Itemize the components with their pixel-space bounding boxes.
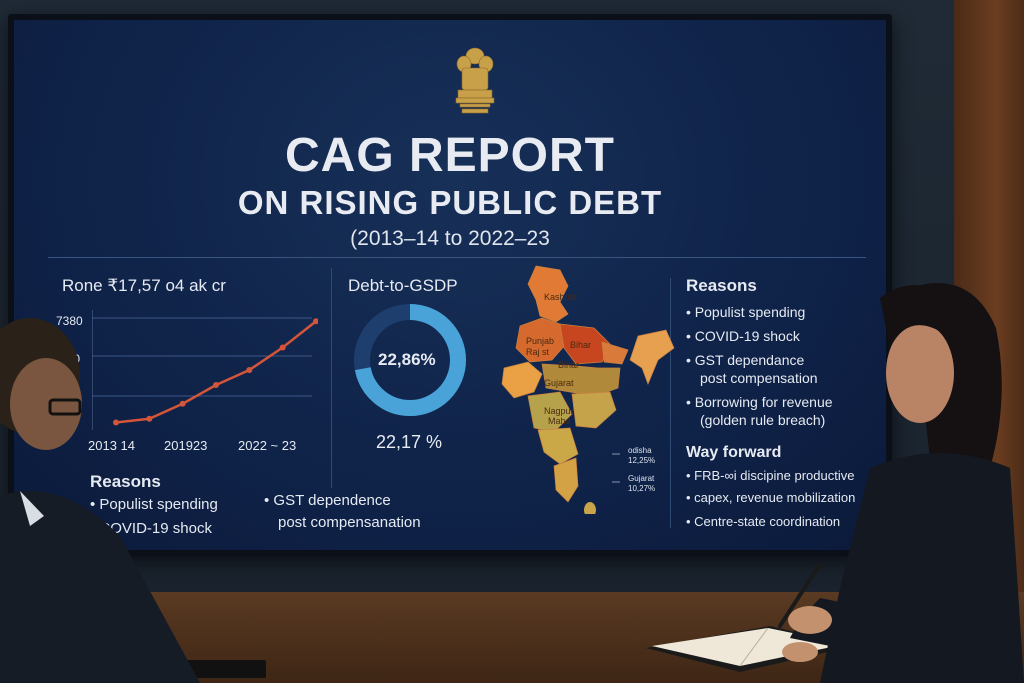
data-point — [279, 344, 286, 351]
map-state-label: Gujarat — [544, 378, 574, 388]
report-period: (2013–14 to 2022–23 — [350, 227, 550, 250]
map-state-label: Maha — [548, 416, 571, 426]
map-annotation-name: odisha — [628, 446, 652, 455]
list-item: Borrowing for revenue — [686, 394, 833, 410]
donut-heading: Debt-to-GSDP — [348, 276, 458, 295]
reasons-heading: Reasons — [686, 276, 757, 295]
national-emblem-icon — [455, 47, 495, 114]
divider — [670, 278, 671, 528]
map-annotation-name: Gujarat — [628, 474, 655, 483]
list-item-continuation: (golden rule breach) — [700, 412, 826, 428]
data-point — [113, 419, 119, 426]
line-chart-heading: Rone ₹17,57 o4 ak cr — [62, 276, 226, 295]
india-map — [501, 265, 675, 514]
map-state-label: Bihar — [558, 360, 580, 370]
debt-gsdp-donut — [354, 304, 466, 416]
data-point — [246, 367, 253, 373]
list-item: FRB-∞i discipine productive — [686, 468, 854, 483]
presentation-screen: CAG REPORT ON RISING PUBLIC DEBT (2013–1… — [8, 14, 892, 556]
x-tick-label: 2022 ~ 23 — [238, 438, 297, 453]
x-tick-label: 201923 — [164, 438, 208, 453]
reasons-bottom-heading: Reasons — [90, 472, 161, 491]
map-state-label: Raj st — [526, 347, 550, 357]
woman-silhouette — [778, 283, 1024, 683]
man-silhouette — [0, 318, 200, 683]
list-item-continuation: post compensation — [700, 370, 818, 386]
map-state-label: Punjab — [526, 336, 555, 346]
map-annotation-value: 12,25% — [628, 456, 656, 465]
map-state-label: Bihar — [570, 340, 592, 350]
divider — [48, 257, 866, 258]
list-item: Populist spending — [686, 304, 806, 320]
data-point — [313, 318, 318, 325]
x-tick-label: 2013 14 — [88, 438, 135, 453]
data-point — [146, 415, 153, 422]
list-item-continuation: post compensanation — [278, 514, 421, 531]
tablet — [180, 660, 266, 678]
list-item: capex, revenue mobilization — [686, 490, 855, 505]
way-forward-heading: Way forward — [686, 444, 782, 461]
donut-center-value: 22,86% — [378, 350, 436, 369]
page-subtitle: ON RISING PUBLIC DEBT — [237, 184, 663, 221]
donut-ring-fill — [354, 304, 466, 416]
map-state-label: Nagpur — [544, 406, 574, 416]
list-item: GST dependance — [686, 352, 805, 368]
list-item: COVID-19 shock — [686, 328, 800, 344]
map-annotation-value: 10,27% — [628, 484, 656, 493]
list-item: Populist spending — [90, 496, 217, 513]
debt-line-chart — [92, 310, 318, 430]
donut-below-value: 22,17 % — [376, 432, 443, 452]
list-item: GST dependence — [264, 492, 390, 509]
data-point — [213, 382, 219, 388]
page-title: CAG REPORT — [284, 129, 615, 182]
divider — [331, 268, 332, 488]
list-item: COVID-19 shock — [90, 520, 212, 537]
list-item: Centre-state coordination — [686, 514, 840, 529]
map-state-label: Kashmir — [544, 292, 578, 302]
data-point — [179, 400, 186, 407]
y-tick-label: 7380 — [56, 314, 83, 328]
